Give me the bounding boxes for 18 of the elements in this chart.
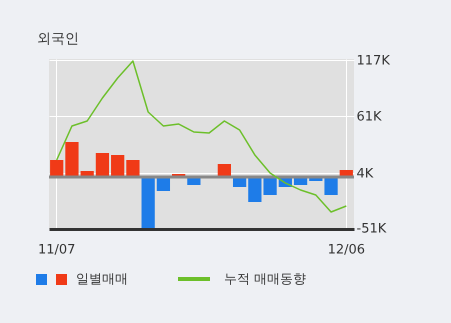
bar — [324, 177, 338, 195]
bar — [263, 177, 277, 195]
bar — [142, 177, 155, 228]
bar — [248, 177, 262, 202]
legend-label: 일별매매 — [76, 271, 128, 288]
bar — [65, 142, 79, 177]
x-tick-label: 11/07 — [38, 242, 76, 258]
x-tick-label: 12/06 — [328, 242, 366, 258]
bar — [111, 155, 124, 177]
bar — [50, 160, 64, 177]
chart-title: 외국인 — [37, 30, 79, 48]
bar — [96, 153, 110, 177]
y-tick-label: 61K — [356, 110, 382, 124]
y-tick-label: 117K — [356, 54, 390, 68]
y-tick-label: 4K — [356, 166, 374, 182]
y-tick-label: -51K — [356, 222, 387, 236]
line-series — [56, 60, 348, 213]
legend-label: 누적 매매동향 — [224, 271, 306, 288]
